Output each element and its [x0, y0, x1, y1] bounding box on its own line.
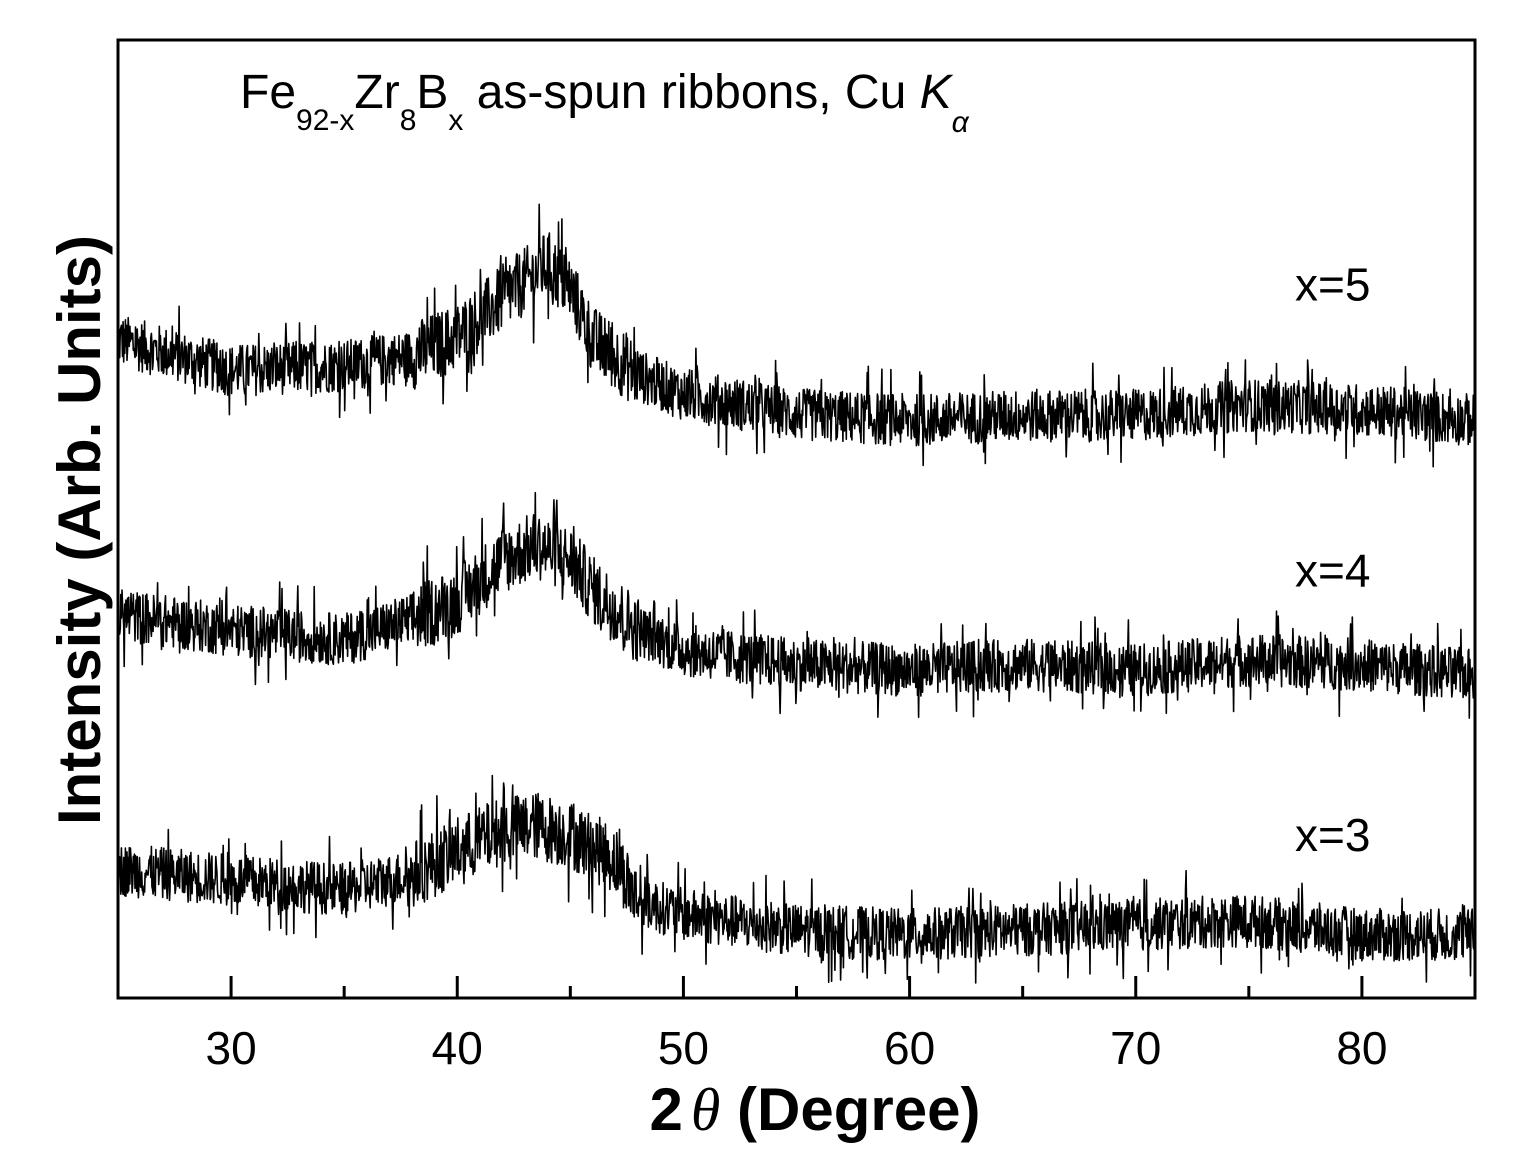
series-label: x=5: [1295, 258, 1370, 310]
x-tick-label: 50: [658, 1022, 709, 1074]
x-ticks: [229, 976, 1477, 998]
x-tick-label: 40: [432, 1022, 483, 1074]
x-tick-labels: 30 40 50 60 70 80: [205, 1022, 1387, 1074]
x-tick-label: 70: [1110, 1022, 1161, 1074]
series-line-x=4: [117, 491, 1476, 719]
series-line-x=3: [117, 774, 1476, 984]
x-tick-label: 60: [884, 1022, 935, 1074]
series-label: x=4: [1295, 545, 1370, 597]
traces: [117, 203, 1476, 984]
x-tick-label: 80: [1336, 1022, 1387, 1074]
series-label: x=3: [1295, 809, 1370, 861]
x-tick-label: 30: [205, 1022, 256, 1074]
plot-frame: [116, 38, 1477, 1000]
y-axis-title: Intensity (Arb. Units): [46, 235, 113, 825]
series-labels: x=5 x=4 x=3: [1295, 258, 1370, 861]
series-line-x=5: [117, 203, 1476, 468]
chart-title: Fe92-xZr8Bx as-spun ribbons, Cu Kα: [240, 66, 970, 139]
